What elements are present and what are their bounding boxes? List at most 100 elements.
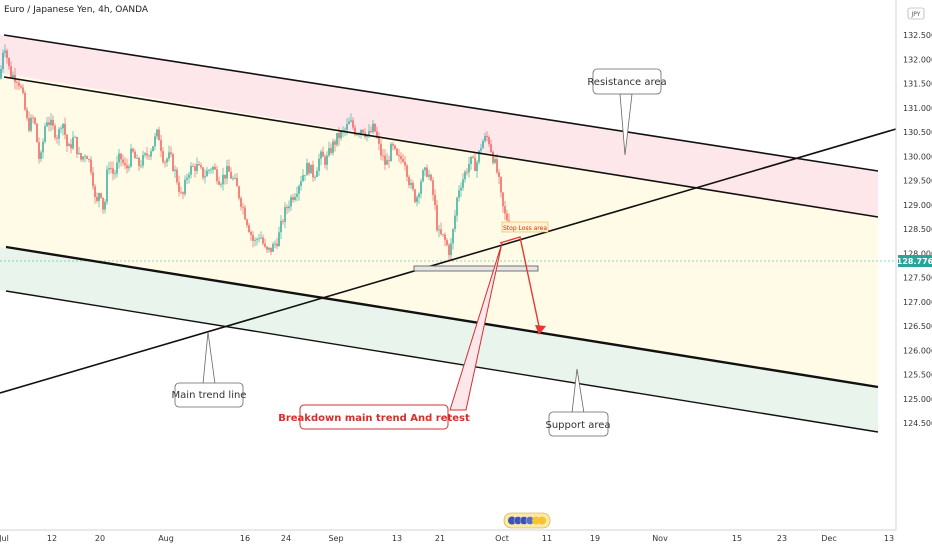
candle-up [332, 141, 334, 153]
candle-up [422, 170, 424, 182]
support-callout[interactable] [548, 411, 609, 437]
candle-down [436, 205, 438, 231]
candle-up [278, 232, 280, 247]
candle-down [398, 155, 400, 157]
candle-up [482, 141, 484, 149]
candle-down [112, 168, 114, 174]
candle-up [256, 239, 258, 240]
candle-up [456, 197, 458, 216]
candle-up [116, 162, 118, 174]
projection-arrowhead [535, 325, 546, 335]
candle-down [160, 140, 162, 152]
candle-up [184, 179, 186, 195]
candle-up [136, 157, 138, 159]
candle-up [480, 148, 482, 151]
candle-down [8, 57, 10, 67]
candle-up [130, 148, 132, 167]
price-tick-label: 128.000 [903, 249, 932, 258]
candle-up [58, 129, 60, 139]
candle-up [452, 229, 454, 244]
candle-down [192, 166, 194, 167]
price-axis[interactable]: 132.500 132.000 131.500 131.000 130.500 130.0… [903, 31, 932, 428]
price-tick-label: 129.000 [903, 201, 932, 210]
candle-up [258, 238, 260, 240]
breakdown-callout[interactable] [299, 404, 449, 430]
time-tick-label: 23 [777, 534, 787, 543]
candle-up [280, 220, 282, 233]
time-tick-label: 15 [732, 534, 742, 543]
candle-up [82, 156, 84, 160]
candle-down [24, 92, 26, 110]
candle-up [4, 50, 6, 53]
support-lower-line[interactable] [5, 290, 879, 433]
candle-down [66, 134, 68, 147]
time-axis[interactable]: Jul 12 20 Aug 16 24 Sep 13 21 Oct 11 19 Nov 15 23 Dec 13 [0, 534, 894, 543]
time-tick-label: Aug [158, 534, 174, 543]
candle-up [142, 154, 144, 166]
time-tick-label: 13 [392, 534, 402, 543]
support-upper-line[interactable] [5, 245, 879, 389]
candle-down [52, 119, 54, 126]
candle-up [50, 119, 52, 126]
candle-up [416, 197, 418, 203]
candle-down [236, 178, 238, 187]
candle-up [104, 201, 106, 210]
candle-up [108, 168, 110, 170]
resistance-upper-line[interactable] [3, 34, 879, 172]
candle-down [252, 234, 254, 241]
candlestick-series [0, 44, 510, 261]
stop-loss-box[interactable] [501, 221, 549, 233]
candle-up [462, 179, 464, 188]
candle-up [208, 170, 210, 171]
price-tick-label: 125.500 [903, 371, 932, 380]
candle-up [356, 134, 358, 136]
candle-up [232, 178, 234, 180]
candle-down [180, 191, 182, 193]
candle-up [42, 141, 44, 153]
candle-down [202, 167, 204, 178]
currency-badge[interactable] [907, 7, 925, 20]
last-price-tag [898, 255, 932, 267]
timeline-dot-1 [508, 516, 516, 525]
candle-down [120, 153, 122, 160]
price-tick-label: 126.000 [903, 346, 932, 355]
candle-up [166, 158, 168, 163]
candle-down [404, 161, 406, 166]
symbol-header: Euro / Japanese Yen, 4h, OANDA [4, 5, 149, 15]
candle-down [178, 182, 180, 192]
candle-up [438, 229, 440, 231]
candle-down [20, 86, 22, 88]
candle-up [2, 52, 4, 70]
candle-down [308, 163, 310, 174]
candle-down [162, 151, 164, 162]
candle-down [426, 167, 428, 177]
candle-down [392, 143, 394, 146]
candle-down [242, 206, 244, 208]
candle-down [34, 117, 36, 124]
candle-down [474, 157, 476, 172]
resistance-callout[interactable] [592, 68, 662, 95]
price-tick-label: 124.500 [903, 419, 932, 428]
candle-up [360, 129, 362, 134]
candle-down [434, 194, 436, 206]
candle-up [144, 153, 146, 155]
candle-down [164, 161, 166, 163]
price-tick-label: 129.500 [903, 177, 932, 186]
resistance-lower-line[interactable] [3, 76, 879, 218]
candle-down [194, 166, 196, 171]
candle-up [316, 170, 318, 178]
main-trend-callout[interactable] [174, 382, 244, 408]
candle-down [86, 156, 88, 160]
retest-zone-box[interactable] [413, 265, 539, 272]
candle-down [244, 207, 246, 220]
candle-up [468, 163, 470, 173]
candle-up [366, 135, 368, 137]
main-trend-line[interactable] [0, 128, 897, 394]
price-tick-label: 132.500 [903, 31, 932, 40]
candle-up [470, 156, 472, 164]
price-tick-label: 127.000 [903, 298, 932, 307]
candle-up [418, 193, 420, 198]
candle-up [458, 190, 460, 198]
candle-down [384, 155, 386, 165]
